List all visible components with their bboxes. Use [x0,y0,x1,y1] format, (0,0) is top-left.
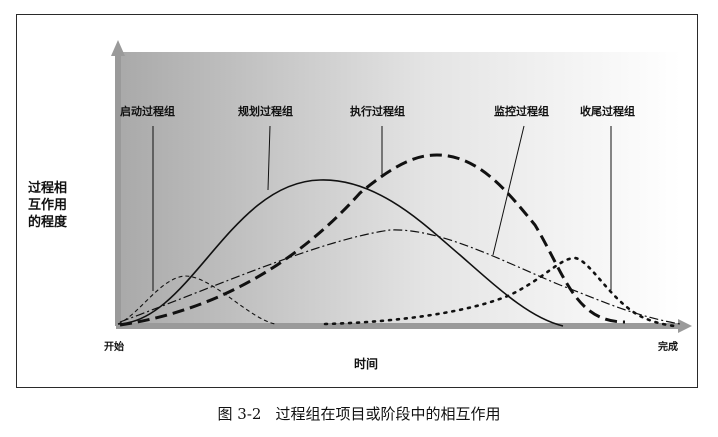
planning-label: 规划过程组 [238,105,293,118]
figure-caption-text: 过程组在项目或阶段中的相互作用 [275,405,501,423]
initiating-label: 启动过程组 [120,105,175,118]
figure-caption: 图 3-2 过程组在项目或阶段中的相互作用 [0,403,718,424]
x-axis-label: 时间 [354,357,379,371]
closing-label: 收尾过程组 [580,105,635,118]
monitoring-label: 监控过程组 [494,105,549,118]
planning-leader [267,125,271,191]
y-axis-label-line: 互作用 [28,198,68,213]
x-axis-end-label: 完成 [658,342,678,353]
monitoring-curve [119,229,681,325]
executing-curve [119,153,626,327]
planning-curve [117,179,564,327]
x-axis-start-label: 开始 [104,342,124,353]
figure-number: 图 3-2 [217,405,262,423]
monitoring-leader [492,125,525,256]
y-axis-arrow [111,40,125,56]
y-axis-label-line: 的程度 [28,215,68,230]
y-axis-label: 过程相 互作用 的程度 [28,180,88,231]
y-axis-label-line: 过程相 [28,181,68,196]
closing-curve [323,256,677,328]
x-axis-arrow [678,319,692,333]
plot-background [118,52,681,326]
executing-label: 执行过程组 [350,105,405,118]
